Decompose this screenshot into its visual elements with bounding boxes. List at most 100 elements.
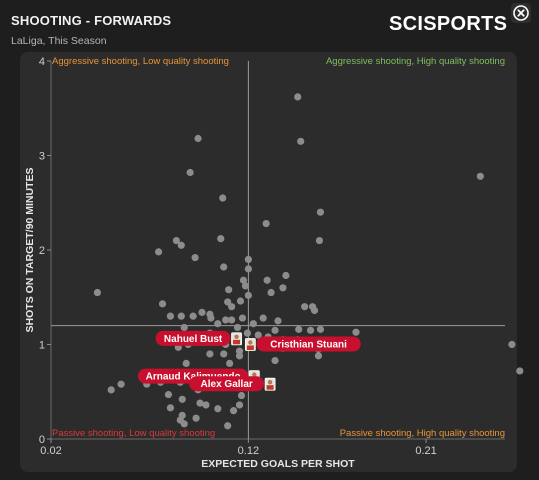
plot-panel (20, 52, 517, 472)
data-point (182, 359, 190, 367)
player-label-bg (189, 376, 265, 392)
data-point (239, 276, 248, 284)
axes: 0 1 2 3 4 0.02 0.12 0.21 EXPECTED GOALS PER SHOT… (24, 56, 505, 470)
data-point (244, 255, 252, 264)
player-label: Cristhian Stuani (270, 340, 347, 351)
data-point (196, 399, 204, 407)
data-point (244, 291, 252, 299)
data-point (220, 350, 228, 358)
data-point (198, 308, 206, 316)
data-point (117, 380, 125, 388)
data-point (224, 422, 232, 430)
data-point (316, 325, 325, 333)
player-marker[interactable]: Cristhian Stuani (244, 336, 361, 352)
data-point (189, 312, 197, 320)
data-point (224, 298, 232, 306)
chart-title: SHOOTING - FORWARDS (11, 13, 172, 28)
data-point (259, 314, 267, 322)
data-point (226, 359, 234, 367)
data-point (235, 401, 244, 409)
data-point (279, 284, 287, 292)
data-point (297, 137, 305, 145)
y-tick-label: 4 (39, 56, 45, 68)
data-point (192, 414, 200, 422)
data-point (194, 134, 202, 143)
data-point (314, 352, 323, 360)
data-point (206, 350, 214, 358)
player-photo-head (267, 379, 273, 385)
data-point (271, 326, 279, 334)
data-point (249, 320, 257, 328)
quadrant-labels: Aggressive shooting, Low quality shootin… (52, 56, 505, 439)
data-point (254, 331, 262, 339)
data-point (233, 323, 242, 332)
data-point (172, 236, 180, 245)
quadrant-label-bottom-right: Passive shooting, High quality shooting (340, 428, 505, 439)
data-point (178, 395, 186, 403)
data-point (154, 248, 163, 256)
data-point (164, 390, 173, 399)
data-point (228, 316, 236, 324)
x-tick-label: 0.12 (238, 445, 259, 457)
data-point (295, 325, 303, 333)
close-icon (513, 5, 529, 21)
data-point (236, 297, 245, 305)
data-point (310, 306, 319, 315)
data-point (229, 407, 238, 415)
player-photo-shirt (246, 345, 254, 350)
data-point (352, 328, 360, 336)
data-point (191, 253, 199, 262)
data-point (214, 405, 222, 413)
data-point (220, 263, 228, 271)
player-label: Alex Gallar (201, 379, 253, 390)
data-point (271, 356, 279, 365)
data-point (516, 367, 524, 375)
quadrant-label-bottom-left: Passive shooting, Low quality shooting (52, 428, 215, 439)
y-tick-label: 0 (39, 434, 45, 446)
data-point (243, 329, 252, 337)
player-label: Nahuel Bust (164, 334, 223, 345)
data-point (316, 208, 325, 216)
data-point (315, 236, 324, 245)
data-point (237, 391, 246, 400)
x-tick-label: 0.21 (415, 445, 436, 457)
y-tick-label: 1 (39, 340, 45, 352)
data-point (301, 303, 309, 311)
player-photo-head (234, 334, 239, 340)
data-point (508, 340, 516, 349)
data-point (222, 316, 230, 324)
data-point (282, 271, 290, 280)
player-marker[interactable]: Alex Gallar (189, 376, 276, 392)
player-photo-head (252, 372, 257, 377)
x-axis-label: EXPECTED GOALS PER SHOT (201, 458, 355, 470)
data-point (177, 241, 185, 249)
data-point (177, 312, 185, 320)
quadrant-label-top-right: Aggressive shooting, High quality shooti… (326, 56, 505, 67)
data-point (158, 300, 167, 308)
data-point (180, 420, 188, 428)
data-point (267, 288, 275, 297)
player-photo-shirt (266, 385, 274, 390)
data-point (306, 326, 315, 334)
data-point (217, 235, 225, 243)
data-point (93, 288, 101, 297)
y-tick-label: 3 (39, 151, 45, 163)
data-point (274, 317, 282, 325)
data-point (202, 401, 210, 409)
data-point (214, 320, 222, 328)
data-point (241, 282, 250, 290)
data-point (180, 323, 188, 332)
data-point (263, 276, 271, 284)
quadrant-label-top-left: Aggressive shooting, Low quality shootin… (52, 56, 229, 67)
player-marker[interactable]: Nahuel Bust (155, 330, 242, 346)
data-point (107, 386, 115, 394)
data-point (235, 352, 244, 360)
x-tick-label: 0.02 (40, 445, 61, 457)
data-point (219, 194, 227, 202)
player-photo-shirt (233, 339, 241, 345)
data-point (238, 314, 247, 322)
close-button[interactable] (511, 3, 531, 23)
data-point (262, 219, 270, 228)
